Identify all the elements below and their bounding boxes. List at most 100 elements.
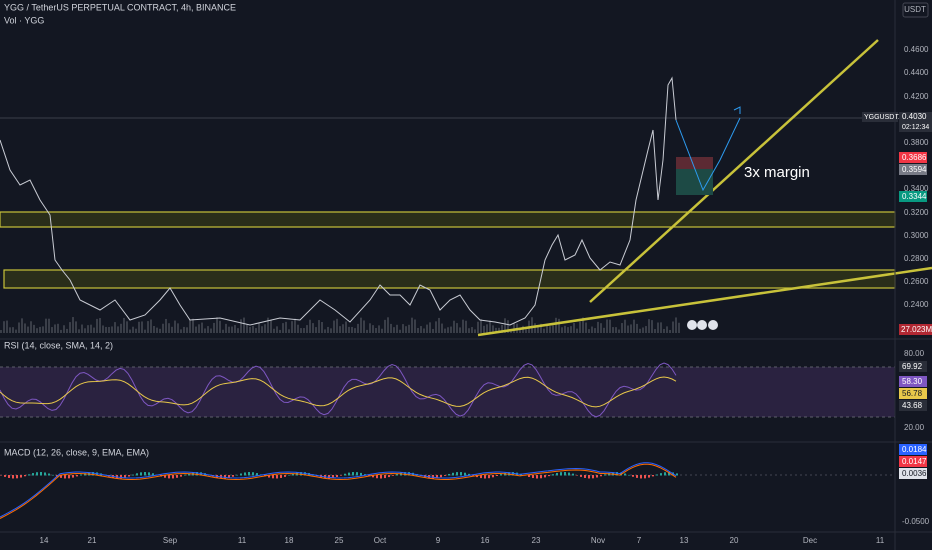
volume-bar (393, 327, 395, 333)
volume-bar (93, 327, 95, 333)
volume-bar (573, 322, 575, 333)
volume-bar (186, 327, 188, 333)
volume-bar (645, 326, 647, 333)
volume-bar (546, 325, 548, 333)
volume-bar (624, 319, 626, 333)
volume-bar (639, 328, 641, 333)
rsi-tag (899, 376, 927, 387)
volume-bar (399, 329, 401, 333)
macd-tag (899, 444, 927, 455)
histogram-bar (628, 474, 630, 476)
histogram-bar (76, 475, 78, 477)
histogram-bar (340, 475, 342, 476)
histogram-bar (480, 475, 482, 479)
histogram-bar (596, 475, 598, 478)
volume-bar (363, 320, 365, 333)
histogram-bar (356, 472, 358, 476)
last-tag (899, 112, 932, 132)
histogram-bar (280, 475, 282, 478)
volume-bar (150, 319, 152, 333)
macd-value: 0.0184 (902, 445, 927, 454)
volume-bar (168, 323, 170, 333)
volume-bar (603, 327, 605, 333)
volume-bar (435, 321, 437, 333)
macd-tag (899, 468, 927, 479)
currency[interactable]: USDT (904, 5, 926, 14)
volume-bar (6, 320, 8, 333)
volume-bar (549, 326, 551, 333)
histogram-bar (252, 472, 254, 476)
volume-bar (507, 320, 509, 333)
volume-bar (249, 327, 251, 333)
histogram-bar (368, 475, 370, 477)
volume-bar (618, 329, 620, 333)
signal-line (0, 463, 677, 519)
histogram-bar (444, 475, 446, 476)
volume-bar (255, 328, 257, 333)
histogram-bar (256, 473, 258, 476)
time-label: 21 (88, 536, 97, 545)
macd-value: 0.0147 (902, 457, 927, 466)
histogram-bar (636, 475, 638, 478)
resistance-zone (0, 211, 896, 228)
volume-bar (627, 325, 629, 333)
histogram-bar (164, 475, 166, 478)
histogram-bar (540, 475, 542, 479)
volume-bar (405, 326, 407, 333)
countdown: 02:12:34 (902, 124, 929, 131)
volume-bar (225, 323, 227, 333)
volume-bar (288, 329, 290, 333)
time-label: 23 (532, 536, 541, 545)
histogram-bar (592, 475, 594, 479)
volume-bar (243, 317, 245, 333)
volume-bar (582, 317, 584, 333)
histogram-bar (548, 475, 550, 477)
volume-bar (45, 318, 47, 333)
histogram-bar (144, 472, 146, 476)
histogram-bar (244, 472, 246, 476)
price-axis: 0.4600 0.4400 0.4200 0.3800 0.3400 0.3200 0.30… (904, 45, 929, 309)
volume-bar (270, 320, 272, 333)
volume-bar (492, 325, 494, 333)
histogram-bar (532, 475, 534, 479)
histogram-bar (644, 475, 646, 479)
volume-bar (39, 326, 41, 333)
volume-bar (219, 320, 221, 333)
volume-bar (222, 329, 224, 333)
volume-bar (654, 329, 656, 333)
volume-bar (57, 323, 59, 333)
arrow-head (733, 106, 741, 114)
volume-bar (135, 328, 137, 333)
volume-bar (657, 322, 659, 333)
histogram-bar (80, 474, 82, 476)
histogram-bar (16, 475, 18, 479)
volume-bar (105, 326, 107, 333)
histogram-bar (544, 475, 546, 478)
volume-bar (669, 329, 671, 333)
histogram-bar (188, 473, 190, 476)
price-line (0, 76, 677, 326)
volume-bar (525, 329, 527, 333)
volume-bar (15, 329, 17, 333)
currency-button[interactable] (902, 2, 929, 18)
histogram-bar (380, 475, 382, 479)
volume-bar (333, 320, 335, 333)
volume-bar (63, 325, 65, 333)
volume-bar (423, 328, 425, 333)
histogram-bar (660, 473, 662, 476)
histogram-bar (40, 472, 42, 476)
volume-bar (372, 325, 374, 333)
volume-bar (294, 318, 296, 333)
histogram-bar (584, 475, 586, 478)
histogram-bar (484, 475, 486, 479)
volume-bar (462, 319, 464, 333)
trend-line (589, 39, 879, 303)
histogram-bar (456, 472, 458, 476)
time-label: Sep (163, 536, 178, 545)
volume-bar (120, 323, 122, 333)
volume-bar (555, 317, 557, 333)
volume-bar (9, 327, 11, 333)
volume-bar (369, 323, 371, 333)
histogram-bar (136, 473, 138, 476)
volume-bar (615, 327, 617, 333)
